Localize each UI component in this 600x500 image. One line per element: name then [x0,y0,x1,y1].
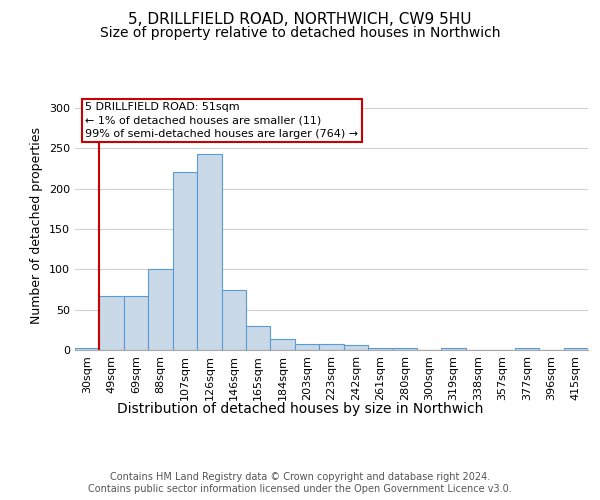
Text: Contains HM Land Registry data © Crown copyright and database right 2024.
Contai: Contains HM Land Registry data © Crown c… [88,472,512,494]
Bar [442,348,466,350]
Bar [368,348,392,350]
Bar [271,338,295,350]
Bar [246,326,271,350]
Bar [319,344,344,350]
Bar [148,270,173,350]
Bar [173,172,197,350]
Bar [344,345,368,350]
Bar [563,348,588,350]
Bar [100,296,124,350]
Bar [295,344,319,350]
Y-axis label: Number of detached properties: Number of detached properties [31,126,43,324]
Text: 5, DRILLFIELD ROAD, NORTHWICH, CW9 5HU: 5, DRILLFIELD ROAD, NORTHWICH, CW9 5HU [128,12,472,28]
Text: Size of property relative to detached houses in Northwich: Size of property relative to detached ho… [100,26,500,40]
Bar [197,154,221,350]
Bar [124,296,148,350]
Bar [221,290,246,350]
Text: Distribution of detached houses by size in Northwich: Distribution of detached houses by size … [117,402,483,416]
Bar [75,348,100,350]
Text: 5 DRILLFIELD ROAD: 51sqm
← 1% of detached houses are smaller (11)
99% of semi-de: 5 DRILLFIELD ROAD: 51sqm ← 1% of detache… [85,102,358,139]
Bar [515,348,539,350]
Bar [392,348,417,350]
